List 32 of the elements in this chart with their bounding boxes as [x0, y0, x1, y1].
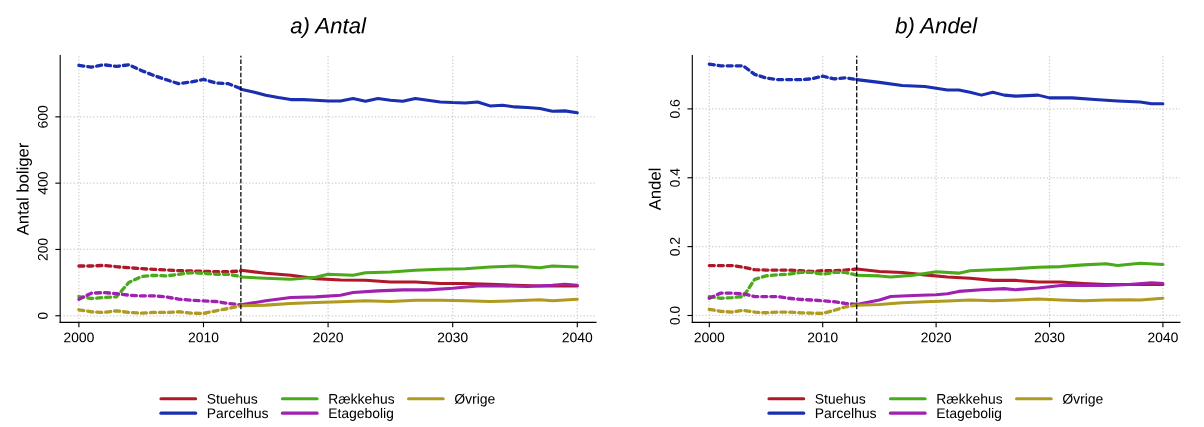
legend-label: Rækkehus	[937, 393, 1003, 404]
x-tick-label: 2030	[437, 332, 468, 343]
y-tick-label: 400	[37, 172, 48, 195]
x-tick-label: 2040	[1148, 332, 1178, 343]
y-axis-title: Antal boliger	[16, 142, 32, 236]
x-tick-label: 2000	[64, 332, 94, 343]
y-axis-title: Andel	[648, 168, 661, 211]
legend-label: Øvrige	[1062, 393, 1103, 407]
x-tick-label: 2020	[921, 332, 952, 343]
y-tick-label: 0.6	[670, 99, 680, 118]
y-tick-label: 200	[37, 238, 48, 261]
legend-label: Etagebolig	[329, 407, 393, 421]
chart-title: a) Antal	[290, 17, 367, 38]
x-tick-label: 2040	[562, 332, 593, 343]
legend-label: Stuehus	[815, 393, 866, 404]
legend-label: Rækkehus	[329, 393, 395, 404]
legend-label: Parcelhus	[815, 407, 877, 419]
x-tick-label: 2010	[188, 332, 219, 343]
legend-label: Etagebolig	[937, 407, 1002, 421]
legend-label: Parcelhus	[207, 407, 269, 419]
x-tick-label: 2030	[1034, 332, 1065, 343]
x-tick-label: 2020	[313, 332, 343, 343]
y-tick-label: 600	[37, 105, 48, 128]
x-tick-label: 2000	[694, 332, 725, 343]
y-tick-label: 0.2	[670, 237, 680, 256]
y-tick-label: 0	[37, 312, 48, 320]
legend-label: Stuehus	[207, 393, 258, 404]
y-tick-label: 0.0	[670, 306, 680, 325]
legend-label: Øvrige	[454, 393, 495, 407]
x-tick-label: 2010	[807, 332, 838, 343]
chart-title: b) Andel	[895, 17, 978, 38]
y-tick-label: 0.4	[670, 168, 680, 187]
